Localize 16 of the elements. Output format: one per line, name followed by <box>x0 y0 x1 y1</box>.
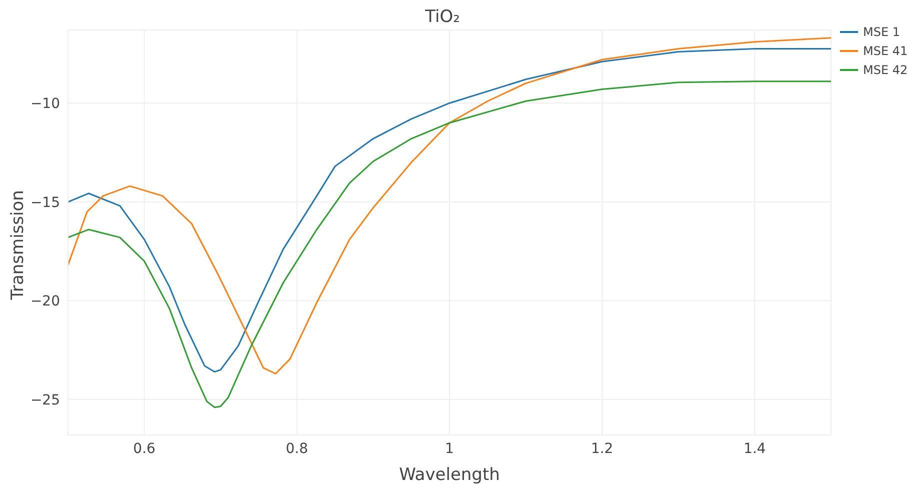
y-tick-label: −10 <box>30 96 60 112</box>
x-tick-label: 1 <box>445 440 454 457</box>
x-tick-label: 0.8 <box>286 440 308 457</box>
x-tick-label: 1.2 <box>590 440 614 457</box>
x-tick-label: 0.6 <box>133 440 156 457</box>
y-axis-title: Transmission <box>8 190 28 301</box>
x-tick-label: 1.4 <box>744 440 766 457</box>
legend-label: MSE 1 <box>863 24 900 38</box>
legend-label: MSE 42 <box>863 62 908 76</box>
y-tick-label: −25 <box>30 392 60 408</box>
legend-label: MSE 41 <box>863 44 908 58</box>
y-tick-label: −15 <box>30 194 60 211</box>
x-axis-title: Wavelength <box>399 465 500 485</box>
y-tick-label: −20 <box>30 294 60 310</box>
line-series <box>68 80 831 408</box>
chart-title: TiO₂ <box>424 7 460 27</box>
